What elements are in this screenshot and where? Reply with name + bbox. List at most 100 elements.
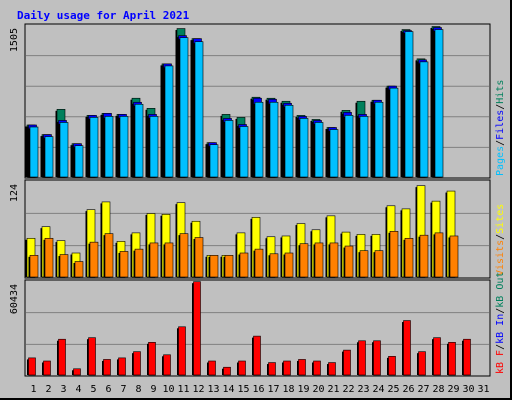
pages-bar-day-28	[435, 30, 443, 177]
legend-middle: Visits/Sites	[495, 204, 506, 276]
x-tick-day-2: 2	[45, 384, 51, 395]
kbf-bar-day-1	[29, 358, 36, 375]
pages-bar-day-11	[180, 38, 188, 177]
kbf-bar-day-7	[119, 358, 126, 375]
pages-bar-day-2	[45, 137, 53, 177]
legend-top-part: Files	[495, 110, 506, 140]
legend-bottom: kB F/kB In/kB Out	[495, 272, 506, 374]
x-tick-day-16: 16	[252, 384, 264, 395]
kbf-bar-day-29	[449, 342, 456, 375]
pages-bar-day-3	[60, 122, 68, 177]
sites-bar-day-15	[240, 253, 248, 277]
kbf-bar-day-22	[344, 350, 351, 375]
sites-bar-day-24	[375, 251, 383, 277]
kbf-bar-day-12	[194, 282, 201, 375]
kbf-bar-day-20	[314, 361, 321, 375]
sites-bar-day-22	[345, 246, 353, 277]
pages-bar-day-1	[30, 127, 38, 177]
x-tick-day-22: 22	[342, 384, 354, 395]
pages-bar-day-7	[120, 116, 128, 177]
kbf-bar-day-23	[359, 341, 366, 375]
pages-bar-day-13	[210, 145, 218, 177]
legend-top: Pages/Files/Hits	[495, 80, 506, 176]
sites-bar-day-17	[270, 254, 278, 277]
pages-bar-day-19	[300, 118, 308, 177]
x-tick-day-1: 1	[30, 384, 36, 395]
kbf-bar-day-24	[374, 341, 381, 375]
sites-bar-day-27	[420, 235, 428, 277]
x-tick-day-20: 20	[312, 384, 324, 395]
max-label-middle: 124	[9, 184, 20, 202]
kbf-bar-day-27	[419, 352, 426, 375]
sites-bar-day-18	[285, 253, 293, 277]
pages-bar-day-14	[225, 120, 233, 177]
pages-bar-day-23	[360, 116, 368, 177]
legend-middle-part: Sites	[495, 204, 506, 234]
sites-bar-day-13	[210, 255, 218, 277]
sites-bar-day-16	[255, 249, 263, 277]
sites-bar-day-19	[300, 244, 308, 277]
pages-bar-day-8	[135, 104, 143, 177]
x-tick-day-17: 17	[267, 384, 279, 395]
x-tick-day-29: 29	[447, 384, 459, 395]
pages-bar-day-15	[240, 127, 248, 177]
x-tick-day-12: 12	[192, 384, 204, 395]
x-tick-day-5: 5	[90, 384, 96, 395]
pages-bar-day-6	[105, 116, 113, 177]
sites-bar-day-28	[435, 233, 443, 277]
max-label-bottom: 60434	[9, 284, 20, 314]
x-tick-day-13: 13	[207, 384, 219, 395]
pages-bar-day-27	[420, 62, 428, 177]
kbf-bar-day-28	[434, 338, 441, 375]
sites-bar-day-10	[165, 243, 173, 277]
pages-bar-day-21	[330, 130, 338, 177]
x-tick-day-11: 11	[177, 384, 189, 395]
kbf-bar-day-2	[44, 361, 51, 375]
legend-bottom-part: kB In	[495, 314, 506, 344]
kbf-bar-day-18	[284, 361, 291, 375]
pages-bar-day-17	[270, 102, 278, 177]
kbf-bar-day-11	[179, 327, 186, 375]
kbf-bar-day-10	[164, 355, 171, 375]
sites-bar-day-23	[360, 251, 368, 277]
kbf-bar-day-17	[269, 363, 276, 375]
x-tick-day-19: 19	[297, 384, 309, 395]
kbf-bar-day-9	[149, 342, 156, 375]
kbf-bar-day-21	[329, 363, 336, 375]
x-tick-day-3: 3	[60, 384, 66, 395]
legend-top-part: Hits	[495, 80, 506, 104]
x-tick-day-18: 18	[282, 384, 294, 395]
sites-bar-day-20	[315, 243, 323, 277]
kbf-bar-day-19	[299, 359, 306, 375]
x-tick-day-25: 25	[387, 384, 399, 395]
kbf-bar-day-13	[209, 361, 216, 375]
pages-bar-day-5	[90, 117, 98, 177]
pages-bar-day-26	[405, 32, 413, 177]
x-tick-day-26: 26	[402, 384, 414, 395]
kbf-bar-day-3	[59, 339, 66, 375]
sites-bar-day-29	[450, 236, 458, 277]
sites-bar-day-8	[135, 249, 143, 277]
pages-bar-day-10	[165, 66, 173, 177]
kbf-bar-day-15	[239, 361, 246, 375]
pages-bar-day-16	[255, 102, 263, 177]
x-tick-day-9: 9	[150, 384, 156, 395]
sites-bar-day-12	[195, 238, 203, 277]
sites-bar-day-2	[45, 238, 53, 277]
x-tick-day-31: 31	[477, 384, 489, 395]
pages-bar-day-25	[390, 88, 398, 177]
kbf-bar-day-14	[224, 367, 231, 375]
chart-title: Daily usage for April 2021	[17, 9, 190, 22]
pages-bar-day-24	[375, 102, 383, 177]
sites-bar-day-7	[120, 251, 128, 277]
sites-bar-day-14	[225, 255, 233, 277]
pages-bar-day-12	[195, 42, 203, 177]
sites-bar-day-25	[390, 231, 398, 277]
x-tick-day-10: 10	[162, 384, 174, 395]
x-tick-day-21: 21	[327, 384, 339, 395]
pages-bar-day-22	[345, 115, 353, 177]
legend-bottom-part: kB Out	[495, 272, 506, 308]
x-tick-day-24: 24	[372, 384, 384, 395]
